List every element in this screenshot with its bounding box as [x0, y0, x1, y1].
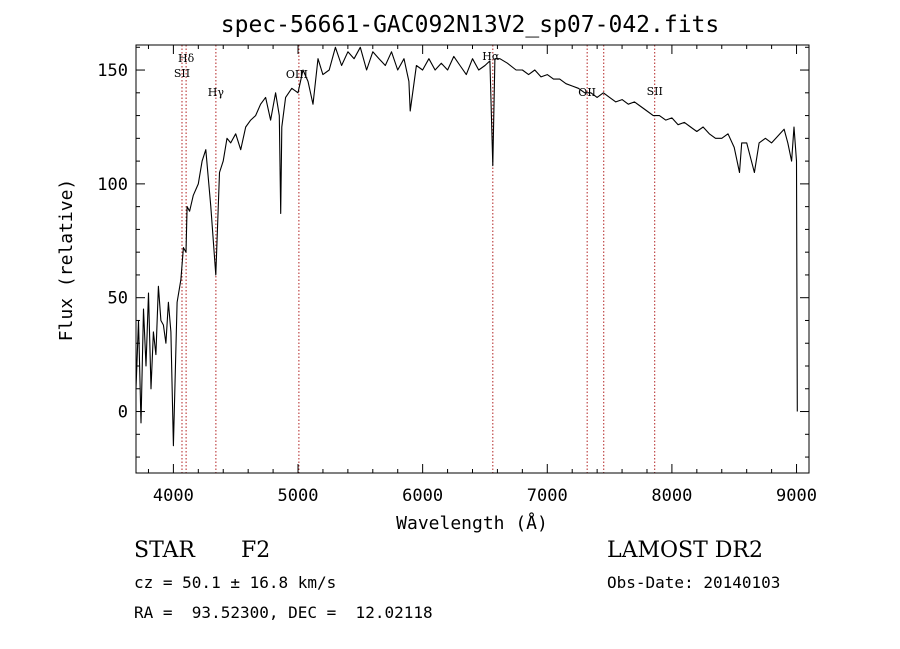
object-type: STAR: [134, 538, 195, 563]
survey-name: LAMOST DR2: [607, 538, 763, 563]
y-tick-label: 100: [97, 175, 128, 195]
marker-label: Hγ: [208, 86, 225, 99]
x-tick-label: 6000: [402, 486, 443, 506]
x-tick-label: 9000: [776, 486, 817, 506]
redshift-text: cz = 50.1 ± 16.8 km/s: [134, 573, 337, 592]
marker-label: Hδ: [178, 52, 195, 65]
y-axis-ticks: 0 50 100 150: [97, 46, 809, 458]
x-tick-label: 5000: [278, 486, 319, 506]
marker-label: Hα: [482, 50, 500, 63]
spectral-subclass: F2: [241, 538, 271, 563]
y-axis-label: Flux (relative): [56, 179, 77, 342]
chart-title: spec-56661-GAC092N13V2_sp07-042.fits: [221, 12, 720, 38]
x-axis-label: Wavelength (Å): [396, 512, 548, 534]
y-tick-label: 50: [108, 289, 128, 309]
plot-frame: [135, 44, 810, 474]
coordinates-text: RA = 93.52300, DEC = 12.02118: [134, 603, 433, 622]
x-tick-label: 4000: [153, 486, 194, 506]
x-tick-label: 8000: [651, 486, 692, 506]
obs-date: Obs-Date: 20140103: [607, 573, 781, 592]
x-tick-label: 7000: [527, 486, 568, 506]
spectrum-series: [135, 46, 798, 447]
y-tick-label: 150: [97, 61, 128, 81]
marker-label: SII: [174, 67, 190, 80]
marker-label: SII: [647, 85, 663, 98]
x-axis-ticks: 4000 5000 6000 7000 8000 9000: [147, 45, 817, 506]
y-tick-label: 0: [118, 403, 128, 423]
spectrum-line: [135, 46, 798, 447]
